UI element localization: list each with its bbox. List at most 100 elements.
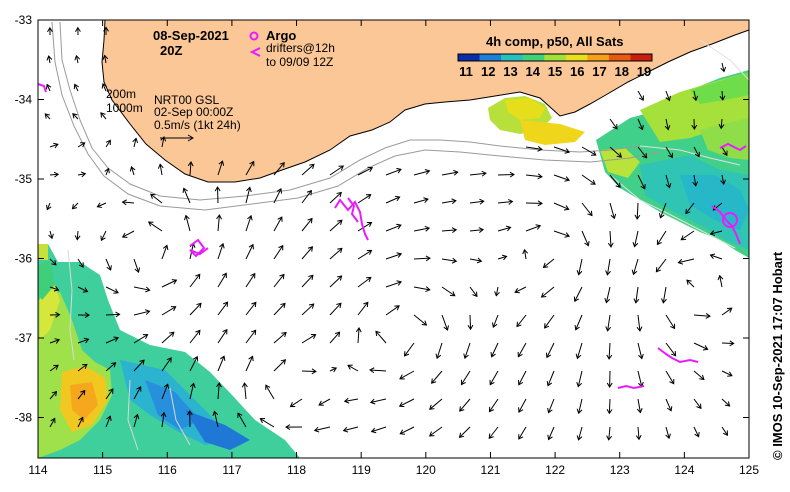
current-vector (721, 370, 733, 377)
current-vector (665, 118, 669, 130)
current-vector-head (516, 321, 522, 328)
current-vector-head (517, 380, 524, 386)
current-vector-head (587, 210, 593, 217)
current-vector-head (472, 291, 478, 298)
current-vector-head (51, 260, 57, 266)
current-vector-head (132, 137, 139, 144)
current-vector-head (276, 187, 282, 194)
current-vector (49, 143, 59, 148)
x-tick-label: 122 (545, 463, 565, 477)
colorbar-tick-label: 15 (548, 64, 562, 79)
current-vector (578, 258, 583, 275)
current-vector (105, 416, 111, 428)
current-vector (273, 245, 284, 260)
current-vector-head (285, 424, 291, 431)
current-vector (609, 118, 618, 130)
current-vector-head (250, 272, 256, 279)
current-vector (665, 342, 677, 357)
current-vector-head (638, 124, 644, 131)
current-vector-head (606, 382, 613, 388)
current-vector-head (604, 297, 611, 304)
x-tick-label: 124 (674, 463, 694, 477)
current-vector-head (100, 112, 106, 118)
current-vector-head (78, 262, 84, 268)
current-vector (637, 370, 643, 387)
current-vector-head (685, 208, 691, 215)
current-vector (77, 142, 86, 148)
current-vector (131, 166, 135, 176)
current-vector-head (491, 322, 498, 328)
current-vector (543, 258, 555, 268)
current-vector-head (160, 135, 167, 142)
current-vector (370, 398, 387, 403)
y-tick-label: -35 (15, 172, 33, 186)
current-vector (441, 286, 456, 297)
current-vector-head (334, 331, 341, 337)
current-vector-head (443, 325, 449, 331)
current-vector-head (46, 55, 53, 61)
current-vector (189, 330, 201, 344)
current-vector (637, 426, 640, 440)
current-vector-head (696, 403, 702, 410)
bathymetry-contours (51, 21, 750, 451)
current-vector-head (667, 152, 673, 159)
current-vector (541, 286, 555, 298)
current-vector (159, 164, 163, 176)
current-vector (657, 230, 667, 245)
current-vector-head (640, 184, 646, 190)
current-vector-head (612, 124, 618, 130)
current-vector-head (248, 355, 254, 362)
current-vector (385, 196, 400, 204)
current-vector (665, 314, 676, 329)
current-vector (525, 225, 541, 232)
current-vector (161, 331, 175, 344)
current-vector (609, 230, 612, 247)
colorbar-ticks: 11 12 13 14 15 16 17 18 19 (459, 64, 651, 79)
current-vector-head (212, 410, 219, 417)
current-vector-head (80, 142, 86, 148)
current-vector (273, 332, 287, 344)
current-vector-head (115, 311, 121, 318)
current-vector-head (101, 82, 108, 89)
current-vector (161, 412, 165, 428)
current-vector (495, 286, 499, 296)
current-vector-head (424, 168, 431, 175)
x-tick-label: 125 (739, 463, 759, 477)
current-vector-head (308, 303, 315, 309)
current-vector-head (45, 83, 52, 90)
current-vector (273, 188, 282, 204)
current-vector (488, 426, 499, 439)
current-vector-head (366, 221, 373, 227)
current-vector (685, 202, 695, 214)
colorbar-segment (501, 54, 524, 61)
current-vector-head (73, 83, 80, 90)
current-vector (97, 202, 107, 208)
current-vector-head (517, 351, 523, 358)
current-vector-head (53, 364, 59, 370)
current-vector (216, 186, 219, 204)
current-vector (245, 356, 254, 372)
current-vector (75, 55, 79, 64)
current-vector-head (606, 435, 613, 441)
current-vector-head (435, 353, 442, 360)
scale-label: 0.5m/s (1kt 24h) (154, 118, 241, 132)
current-vector-head (163, 383, 170, 389)
current-vector (245, 329, 257, 344)
current-vector (217, 243, 224, 260)
x-tick-label: 121 (480, 463, 500, 477)
current-vector (100, 112, 107, 120)
current-vector-head (105, 139, 111, 146)
current-vector-head (396, 252, 403, 258)
current-vector-head (727, 307, 733, 313)
current-vector-head (192, 355, 199, 362)
current-vector (49, 286, 59, 291)
current-vector (608, 398, 611, 414)
current-vector (133, 386, 142, 400)
current-vector (133, 258, 140, 273)
current-vector (260, 418, 275, 428)
current-vector (413, 286, 430, 291)
current-vector-head (54, 338, 61, 344)
current-vector (576, 342, 583, 359)
current-vector-head (584, 240, 590, 247)
current-vector-head (367, 166, 374, 173)
